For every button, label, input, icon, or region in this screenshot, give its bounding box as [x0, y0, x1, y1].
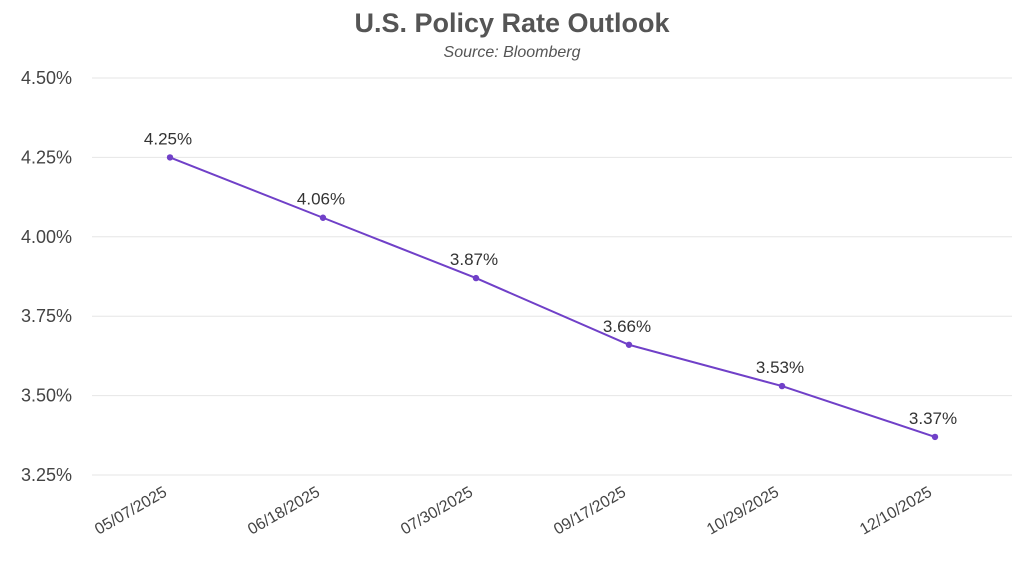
data-label: 3.37% — [909, 409, 957, 428]
data-labels: 4.25% 4.06% 3.87% 3.66% 3.53% 3.37% — [144, 129, 957, 427]
data-point — [931, 433, 939, 441]
y-tick-label: 3.25% — [21, 465, 72, 485]
data-label: 4.25% — [144, 129, 192, 148]
x-tick-label: 12/10/2025 — [857, 484, 935, 539]
chart-title: U.S. Policy Rate Outlook — [354, 8, 670, 38]
y-tick-label: 4.50% — [21, 68, 72, 88]
x-tick-label: 06/18/2025 — [245, 484, 323, 539]
gridlines — [92, 77, 1012, 476]
data-label: 3.66% — [603, 317, 651, 336]
data-label: 4.06% — [297, 190, 345, 209]
y-tick-label: 3.75% — [21, 306, 72, 326]
data-point — [778, 382, 786, 390]
series-layer — [166, 154, 939, 441]
y-tick-label: 3.50% — [21, 386, 72, 406]
x-axis-ticks: 05/07/2025 06/18/2025 07/30/2025 09/17/2025… — [92, 484, 935, 539]
x-tick-label: 10/29/2025 — [704, 484, 782, 539]
x-tick-label: 05/07/2025 — [92, 484, 170, 539]
chart-subtitle: Source: Bloomberg — [443, 44, 581, 61]
y-tick-label: 4.00% — [21, 227, 72, 247]
data-point — [472, 274, 480, 282]
data-point — [319, 214, 327, 221]
data-point — [625, 341, 633, 348]
y-axis-ticks: 4.50% 4.25% 4.00% 3.75% 3.50% 3.25% — [21, 68, 72, 485]
y-tick-label: 4.25% — [21, 147, 72, 167]
data-label: 3.87% — [450, 250, 498, 269]
x-tick-label: 07/30/2025 — [398, 484, 476, 539]
series-line — [169, 156, 936, 438]
x-tick-label: 09/17/2025 — [551, 484, 629, 539]
data-point — [166, 154, 174, 161]
data-label: 3.53% — [756, 358, 804, 377]
